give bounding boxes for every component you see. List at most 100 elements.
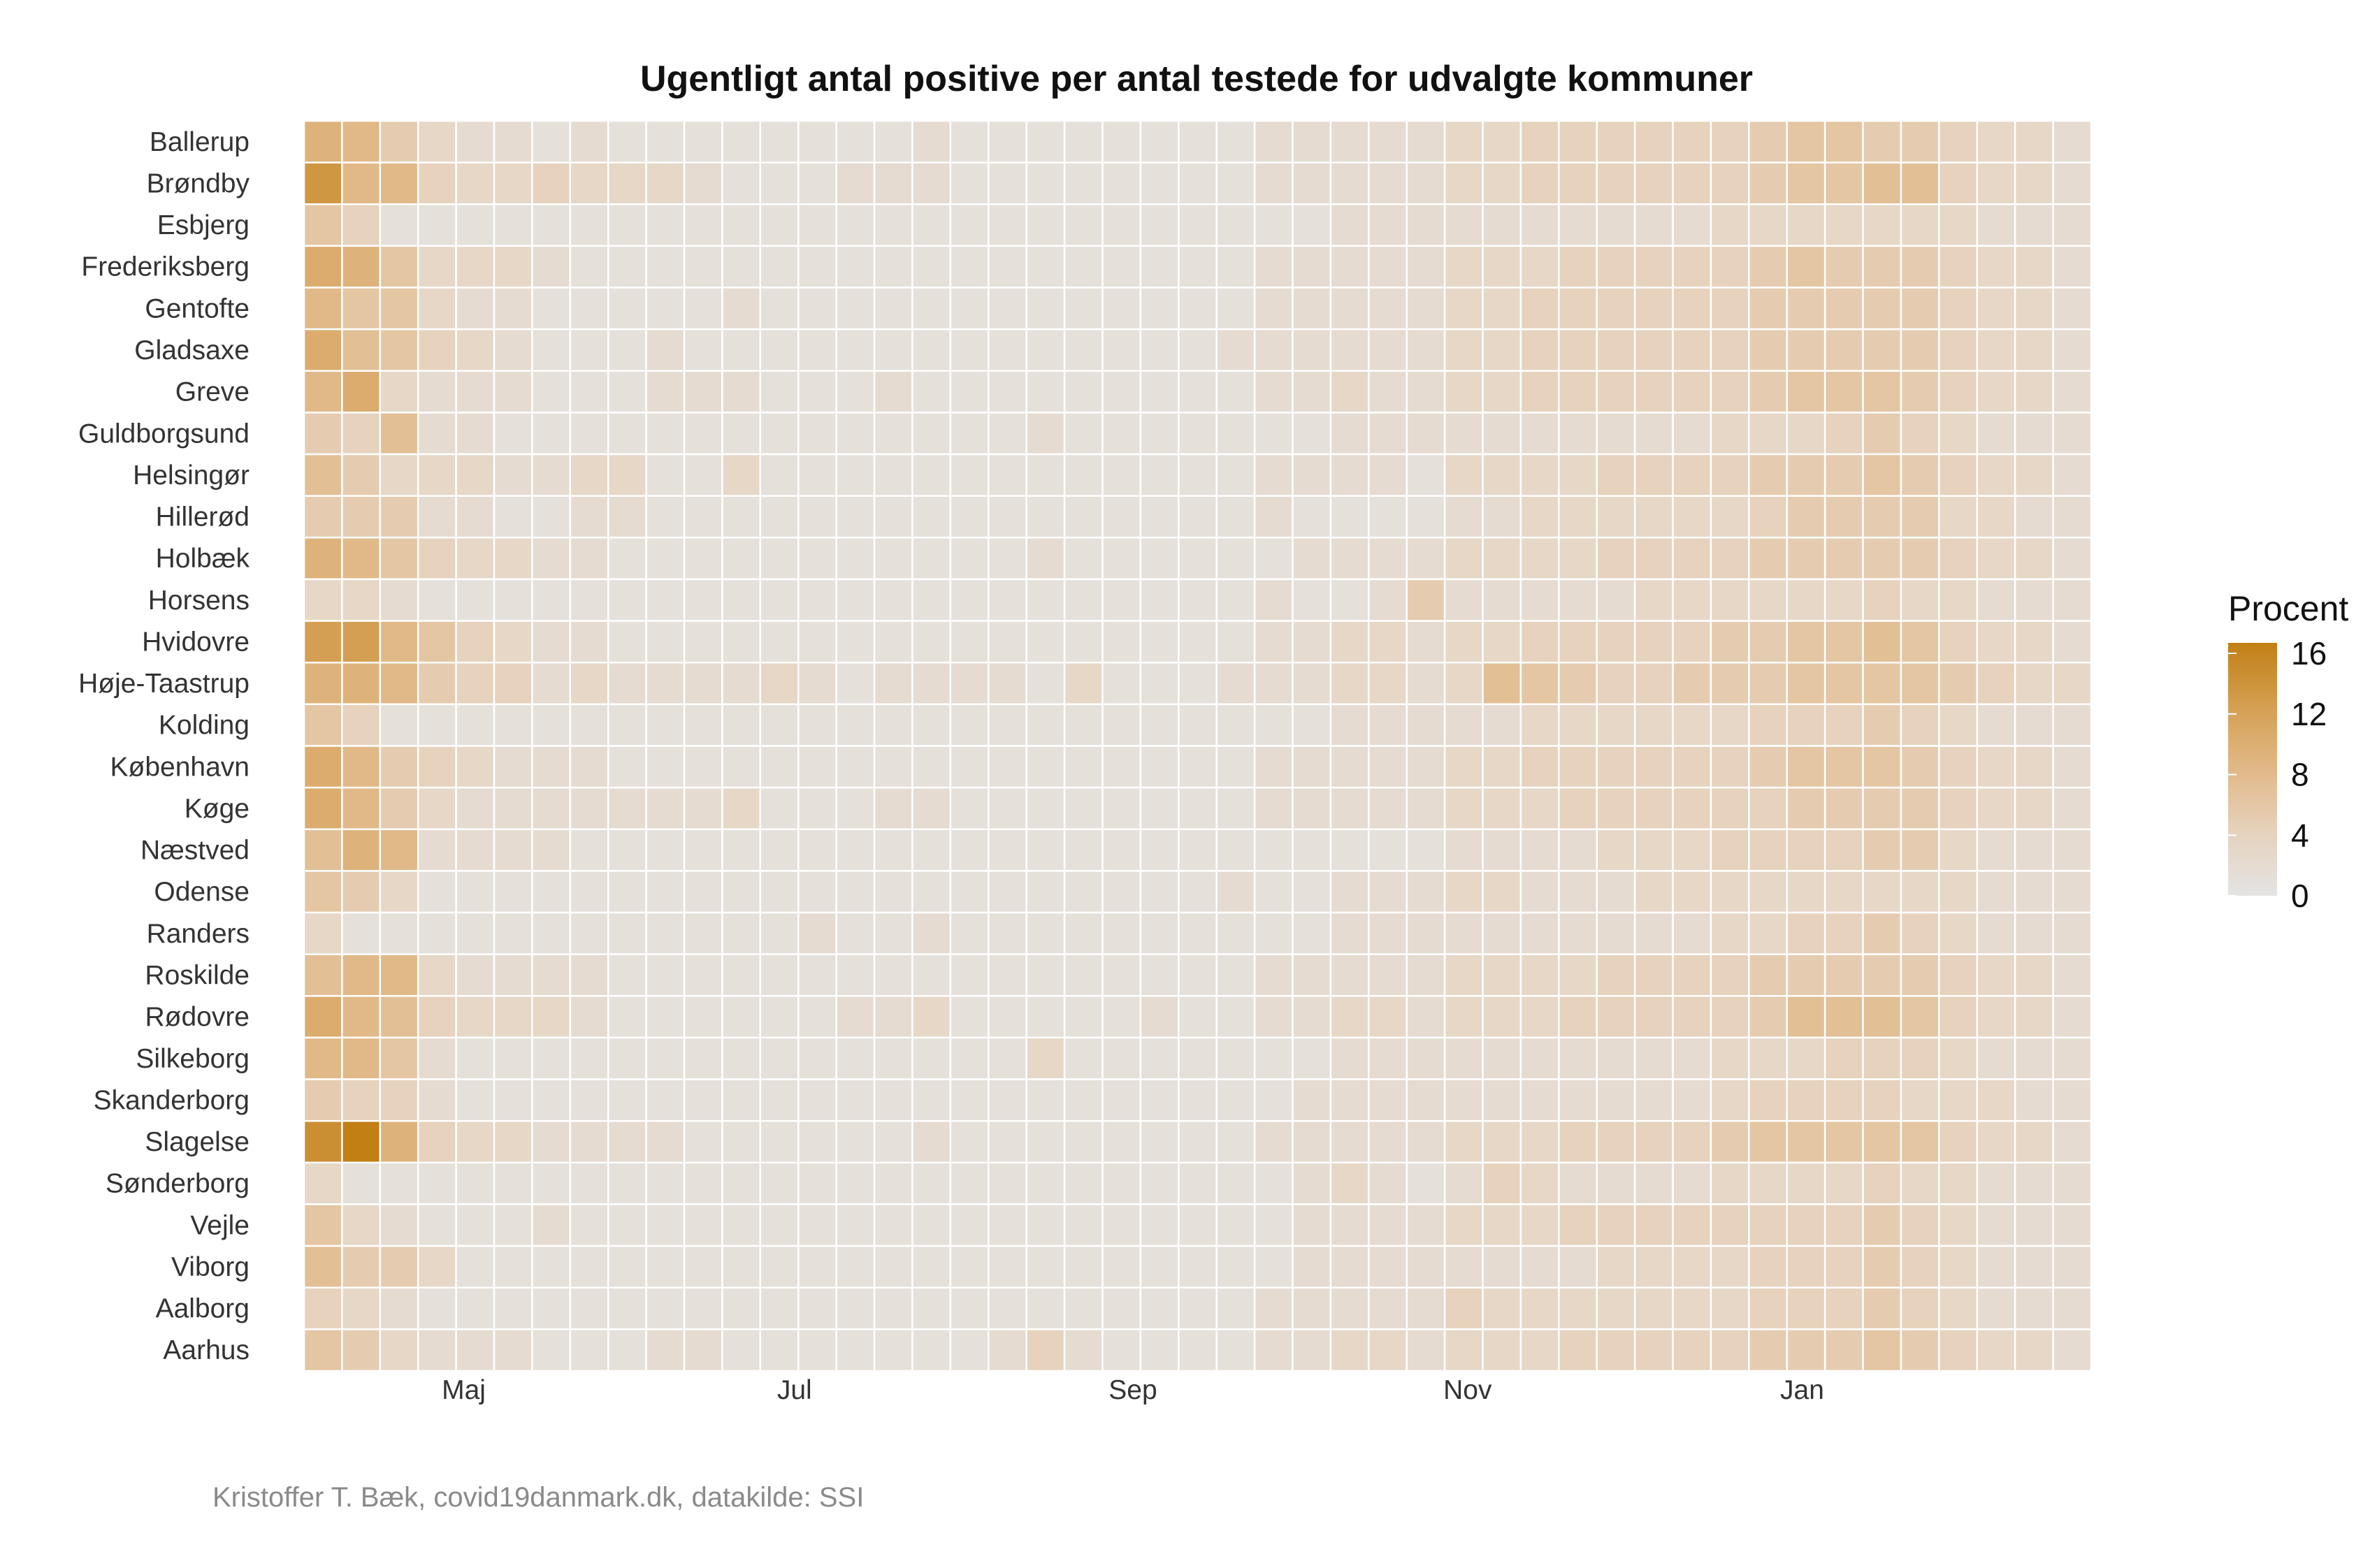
heatmap-cell xyxy=(607,661,647,706)
heatmap-cell xyxy=(911,1203,952,1247)
heatmap-cell xyxy=(1786,245,1826,289)
y-tick-label: Horsens xyxy=(148,586,250,616)
heatmap-cell xyxy=(1178,870,1218,914)
heatmap-cell xyxy=(1900,786,1940,831)
heatmap-cell xyxy=(1368,661,1408,706)
heatmap-cell xyxy=(1672,870,1712,914)
heatmap-cell xyxy=(721,1328,762,1372)
heatmap-cell xyxy=(759,453,800,497)
heatmap-cell xyxy=(1482,828,1522,872)
heatmap-cell xyxy=(949,1328,990,1372)
heatmap-cell xyxy=(1292,453,1332,497)
heatmap-cell xyxy=(1710,1286,1750,1330)
heatmap-cell xyxy=(1596,828,1636,872)
heatmap-cell xyxy=(1633,537,1674,581)
heatmap-cell xyxy=(873,1161,913,1205)
heatmap-cell xyxy=(988,495,1027,539)
heatmap-cell xyxy=(1443,1203,1484,1247)
heatmap-cell xyxy=(569,537,609,581)
heatmap-cell xyxy=(1368,828,1408,872)
heatmap-cell xyxy=(2014,1286,2054,1330)
heatmap-cell xyxy=(1443,620,1484,664)
y-tick-label: Køge xyxy=(185,794,250,824)
heatmap-cell xyxy=(1900,828,1940,872)
heatmap-cell xyxy=(1025,870,1066,914)
heatmap-cell xyxy=(835,1036,876,1080)
heatmap-cell xyxy=(1519,745,1560,789)
heatmap-cell xyxy=(531,161,572,205)
heatmap-cell xyxy=(1178,1286,1218,1330)
heatmap-cell xyxy=(1823,537,1864,581)
heatmap-cell xyxy=(1710,412,1750,456)
heatmap-cell xyxy=(1329,745,1370,789)
heatmap-cell xyxy=(949,1244,990,1288)
heatmap-cell xyxy=(949,620,990,664)
heatmap-cell xyxy=(1292,661,1332,706)
heatmap-cell xyxy=(2014,578,2054,622)
heatmap-cell xyxy=(1406,1244,1446,1288)
heatmap-cell xyxy=(911,1286,952,1330)
heatmap-cell xyxy=(1786,1161,1826,1205)
heatmap-cell xyxy=(1823,953,1864,997)
heatmap-cell xyxy=(1558,161,1598,205)
heatmap-cell xyxy=(1672,786,1712,831)
heatmap-cell xyxy=(1938,1119,1979,1164)
heatmap-cell xyxy=(2052,1161,2093,1205)
heatmap-cell xyxy=(645,1203,686,1247)
heatmap-cell xyxy=(949,745,990,789)
heatmap-cell xyxy=(1976,203,2016,247)
heatmap-cell xyxy=(1633,828,1674,872)
heatmap-cell xyxy=(1406,745,1446,789)
heatmap-cell xyxy=(835,1328,876,1372)
heatmap-cell xyxy=(1519,995,1560,1039)
heatmap-cell xyxy=(1443,786,1484,831)
heatmap-cell xyxy=(1025,661,1066,706)
heatmap-cell xyxy=(988,578,1027,622)
heatmap-cell xyxy=(1253,661,1294,706)
heatmap-cell xyxy=(1519,203,1560,247)
heatmap-cell xyxy=(1558,245,1598,289)
heatmap-cell xyxy=(1862,1078,1902,1122)
heatmap-cell xyxy=(1292,1078,1332,1122)
heatmap-cell xyxy=(1063,495,1104,539)
heatmap-cell xyxy=(303,703,343,747)
heatmap-cell xyxy=(2052,1036,2093,1080)
heatmap-cell xyxy=(493,203,533,247)
heatmap-cell xyxy=(1292,786,1332,831)
heatmap-cell xyxy=(607,620,647,664)
heatmap-cell xyxy=(379,119,419,164)
heatmap-cell xyxy=(455,786,496,831)
heatmap-cell xyxy=(341,828,382,872)
heatmap-cell xyxy=(1748,537,1789,581)
heatmap-cell xyxy=(1406,1036,1446,1080)
heatmap-cell xyxy=(1101,828,1142,872)
heatmap-cell xyxy=(379,745,419,789)
heatmap-cell xyxy=(607,203,647,247)
heatmap-cell xyxy=(1101,1244,1142,1288)
heatmap-cell xyxy=(1519,495,1560,539)
heatmap-cell xyxy=(835,953,876,997)
heatmap-cell xyxy=(1292,703,1332,747)
heatmap-cell xyxy=(683,1244,723,1288)
heatmap-cell xyxy=(1558,911,1598,955)
heatmap-cell xyxy=(1900,745,1940,789)
heatmap-cell xyxy=(1292,1328,1332,1372)
heatmap-cell xyxy=(1368,953,1408,997)
heatmap-cell xyxy=(1823,119,1864,164)
heatmap-cell xyxy=(493,1203,533,1247)
heatmap-cell xyxy=(949,786,990,831)
heatmap-cell xyxy=(1025,453,1066,497)
heatmap-cell xyxy=(1748,620,1789,664)
heatmap-cell xyxy=(1406,1203,1446,1247)
heatmap-cell xyxy=(1482,953,1522,997)
heatmap-cell xyxy=(1215,119,1256,164)
heatmap-cell xyxy=(1329,537,1370,581)
heatmap-cell xyxy=(1025,620,1066,664)
heatmap-cell xyxy=(1101,328,1142,372)
heatmap-cell xyxy=(683,953,723,997)
heatmap-cell xyxy=(341,661,382,706)
heatmap-cell xyxy=(949,245,990,289)
heatmap-cell xyxy=(1558,620,1598,664)
heatmap-cell xyxy=(1862,1203,1902,1247)
heatmap-cell xyxy=(1063,995,1104,1039)
